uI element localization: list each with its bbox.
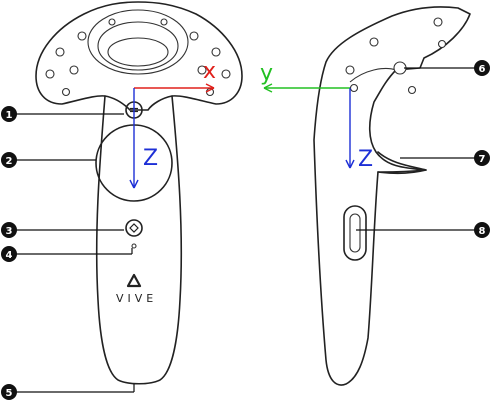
grip-button-inner bbox=[349, 213, 361, 253]
svg-text:2: 2 bbox=[6, 156, 13, 167]
y-axis-label: y bbox=[260, 61, 273, 86]
front-axes: x Z bbox=[129, 59, 216, 189]
z-axis-label-side: Z bbox=[358, 147, 373, 172]
controller-handle bbox=[95, 95, 183, 385]
callout-3: 3 bbox=[1, 222, 17, 238]
z-axis-label-front: Z bbox=[143, 146, 158, 171]
x-axis-arrow bbox=[205, 83, 215, 93]
trigger bbox=[377, 151, 427, 175]
svg-text:1: 1 bbox=[6, 110, 13, 121]
svg-text:4: 4 bbox=[6, 250, 13, 261]
brand-label: VIVE bbox=[116, 292, 157, 305]
status-light bbox=[131, 243, 137, 249]
svg-text:8: 8 bbox=[479, 226, 486, 237]
tracking-ring-outline bbox=[35, 1, 243, 111]
vive-logo-icon bbox=[126, 273, 142, 288]
callout-4: 4 bbox=[1, 246, 17, 262]
controller-front-view: VIVE bbox=[35, 1, 243, 385]
system-button bbox=[125, 219, 143, 237]
system-icon bbox=[129, 223, 139, 233]
x-axis-label: x bbox=[203, 59, 216, 84]
side-ring-edge bbox=[349, 67, 397, 83]
callout-leaders bbox=[14, 67, 478, 393]
ring-inner-floor bbox=[107, 37, 169, 67]
callout-7: 7 bbox=[474, 150, 490, 166]
controller-side-view bbox=[313, 6, 471, 386]
ring-inner-edge bbox=[87, 9, 189, 75]
side-axes: y Z bbox=[260, 61, 373, 172]
ring-inner-rim bbox=[97, 21, 179, 71]
grip-button bbox=[343, 205, 367, 261]
svg-text:3: 3 bbox=[6, 226, 13, 237]
z-axis-arrow-front bbox=[129, 179, 139, 189]
callout-badges: 1 2 3 4 5 6 7 8 bbox=[1, 60, 490, 400]
side-body-outline bbox=[313, 6, 471, 386]
callout-8: 8 bbox=[474, 222, 490, 238]
callout-1: 1 bbox=[1, 106, 17, 122]
callout-2: 2 bbox=[1, 152, 17, 168]
z-axis-arrow-side bbox=[345, 159, 355, 169]
tracking-sensors bbox=[45, 18, 231, 97]
y-axis-arrow bbox=[263, 83, 273, 93]
svg-text:6: 6 bbox=[479, 64, 486, 75]
svg-text:5: 5 bbox=[6, 388, 13, 399]
svg-text:7: 7 bbox=[479, 154, 486, 165]
callout-5: 5 bbox=[1, 384, 17, 400]
side-sensors bbox=[345, 17, 447, 95]
callout-6: 6 bbox=[474, 60, 490, 76]
